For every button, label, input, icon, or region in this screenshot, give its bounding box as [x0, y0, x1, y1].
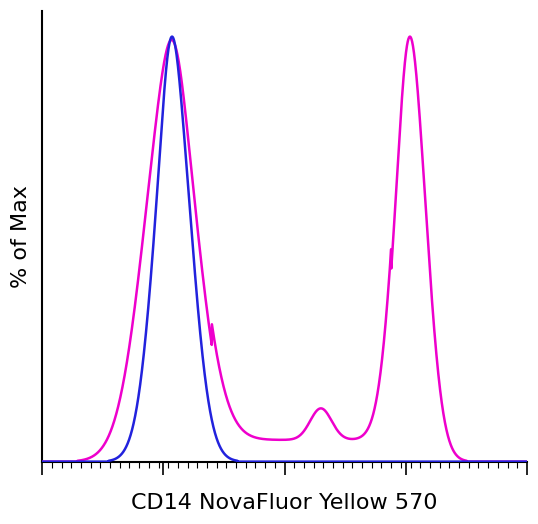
Y-axis label: % of Max: % of Max: [11, 185, 31, 288]
X-axis label: CD14 NovaFluor Yellow 570: CD14 NovaFluor Yellow 570: [131, 493, 438, 513]
